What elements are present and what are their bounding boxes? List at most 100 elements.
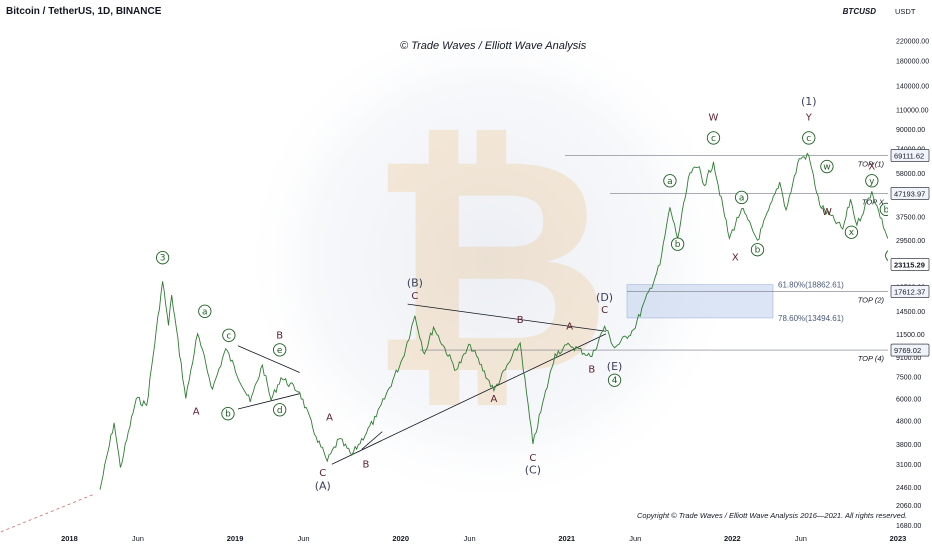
price-tick-label: 140000.00 [896,83,929,90]
wave-label: X [732,253,739,264]
price-tick-label: 29500.00 [896,238,925,245]
flag-a-upper-line [361,431,383,450]
wave-circle [865,174,879,188]
time-tick-label: 2022 [724,534,741,543]
price-tag-box [890,149,930,162]
price-tick-label: 180000.00 [896,58,929,65]
price-tick-label: 90000.00 [896,127,925,134]
wave-label: (A) [315,480,331,493]
fib-label-786: 78.60%(13494.61) [778,314,844,323]
fib-zone: 61.80%(18862.61) 78.60%(13494.61) [626,281,844,323]
wave-label: C [529,453,536,464]
symbol-title: Bitcoin / TetherUS, 1D, BINANCE [6,6,162,17]
wave-circle [734,190,749,205]
price-tag-box [890,258,930,271]
price-tag-label: 23115.29 [894,260,925,269]
wave-label-circled: b [755,246,761,256]
price-tag-box [890,343,930,357]
time-axis[interactable]: 2018Jun2019Jun2020Jun2021Jun2022Jun2023J… [61,534,932,543]
trend-lines [0,260,932,533]
price-tick-label: 2460.00 [896,485,921,492]
triangle-lower-line [331,333,607,465]
price-tick-label: 7500.00 [896,374,921,381]
level-label: TOP (2) [858,295,885,304]
wave-label-circled: e [277,346,283,356]
price-axis[interactable]: 220000.00 180000.00 140000.00 110000.00 9000… [888,0,932,550]
wave-label-circled: a [667,177,673,187]
wave-label: B [588,364,595,375]
wave-label-circled: b [675,240,681,250]
wave-circle [273,343,287,357]
triangle-upper-line [407,303,606,332]
price-tag-box [890,187,930,200]
wave-circle [750,243,765,257]
early-trend-line [0,493,95,533]
wave-circle [820,159,834,174]
wave-circle [273,403,287,417]
price-tick-label: 3100.00 [896,462,921,469]
wave-label: W [709,113,719,124]
wave-label: B [517,315,524,326]
wave-label-circled: a [739,193,745,203]
wave-label: (1) [801,95,817,108]
fib-label-618: 61.80%(18862.61) [778,281,844,290]
time-tick-label: 2021 [558,534,575,543]
wave-label: A [490,394,497,405]
wave-label-circled: 4 [612,376,618,386]
time-tick-label: 2018 [61,534,78,543]
wave-label: Y [805,113,813,124]
price-tick-label: 37500.00 [896,214,925,221]
price-tick-label: 14500.00 [896,309,925,316]
wave-label: (E) [607,360,623,373]
price-tick-label: 11500.00 [896,332,925,339]
price-tag-label: 47193.97 [894,189,925,198]
author-title: © Trade Waves / Elliott Wave Analysis [400,40,587,52]
wave-circle [706,131,721,145]
wave-label-circled: a [202,307,208,317]
wave-circle [222,328,236,342]
wave-label-circled: b [225,410,231,420]
wave-label-circled: w [823,163,830,173]
time-tick-label: 2019 [227,534,244,543]
wave-label: X [868,162,875,173]
wave-label: A [193,407,200,418]
price-tag-box [890,285,930,298]
wave-label-circled: c [806,134,811,144]
price-tick-label: 58000.00 [896,171,925,178]
wave-label: (D) [596,291,613,304]
price-tick-label: 9100.00 [896,355,921,362]
wave-label: B [276,330,283,341]
wave-label: C [411,291,418,302]
time-tick-label: 2020 [392,534,409,543]
wave-circle [221,407,235,421]
wave-circle [663,174,677,188]
wave-label: C [319,468,326,479]
price-axis-bg [888,0,932,550]
wave-label: (C) [525,464,541,477]
wave-circle [844,225,859,239]
copyright-note: Copyright © Trade Waves / Elliott Wave A… [637,511,908,520]
wave-label-circled: x [849,228,855,238]
wave-label-circled: d [277,406,283,416]
level-label: TOP (1) [858,159,885,168]
time-tick-label: Jun [298,534,310,543]
time-tick-label: Jun [132,534,144,543]
wave-circle [198,304,212,318]
wave-label: B [362,459,369,470]
price-tick-label: 3800.00 [896,442,921,449]
wave-label: (B) [407,277,423,290]
wave-label-circled: y [869,177,875,187]
wave-circle [670,237,685,251]
wave-circle [607,373,622,387]
level-lines: TOP (1) TOP X TOP (2) TOP (4) [420,155,888,363]
price-tick-label: 6000.00 [896,397,921,404]
wave-circle [802,131,816,145]
price-tag-label: 9769.02 [894,346,921,355]
wave-label: A [326,413,333,424]
wave-label-circled: 3 [160,254,166,264]
price-tag-label: 69111.62 [894,151,924,160]
triangle-b-lower-line [237,393,300,410]
wave-label-circled: c [226,331,231,341]
time-tick-label: 2023 [890,534,907,543]
level-label: TOP X [862,197,885,206]
